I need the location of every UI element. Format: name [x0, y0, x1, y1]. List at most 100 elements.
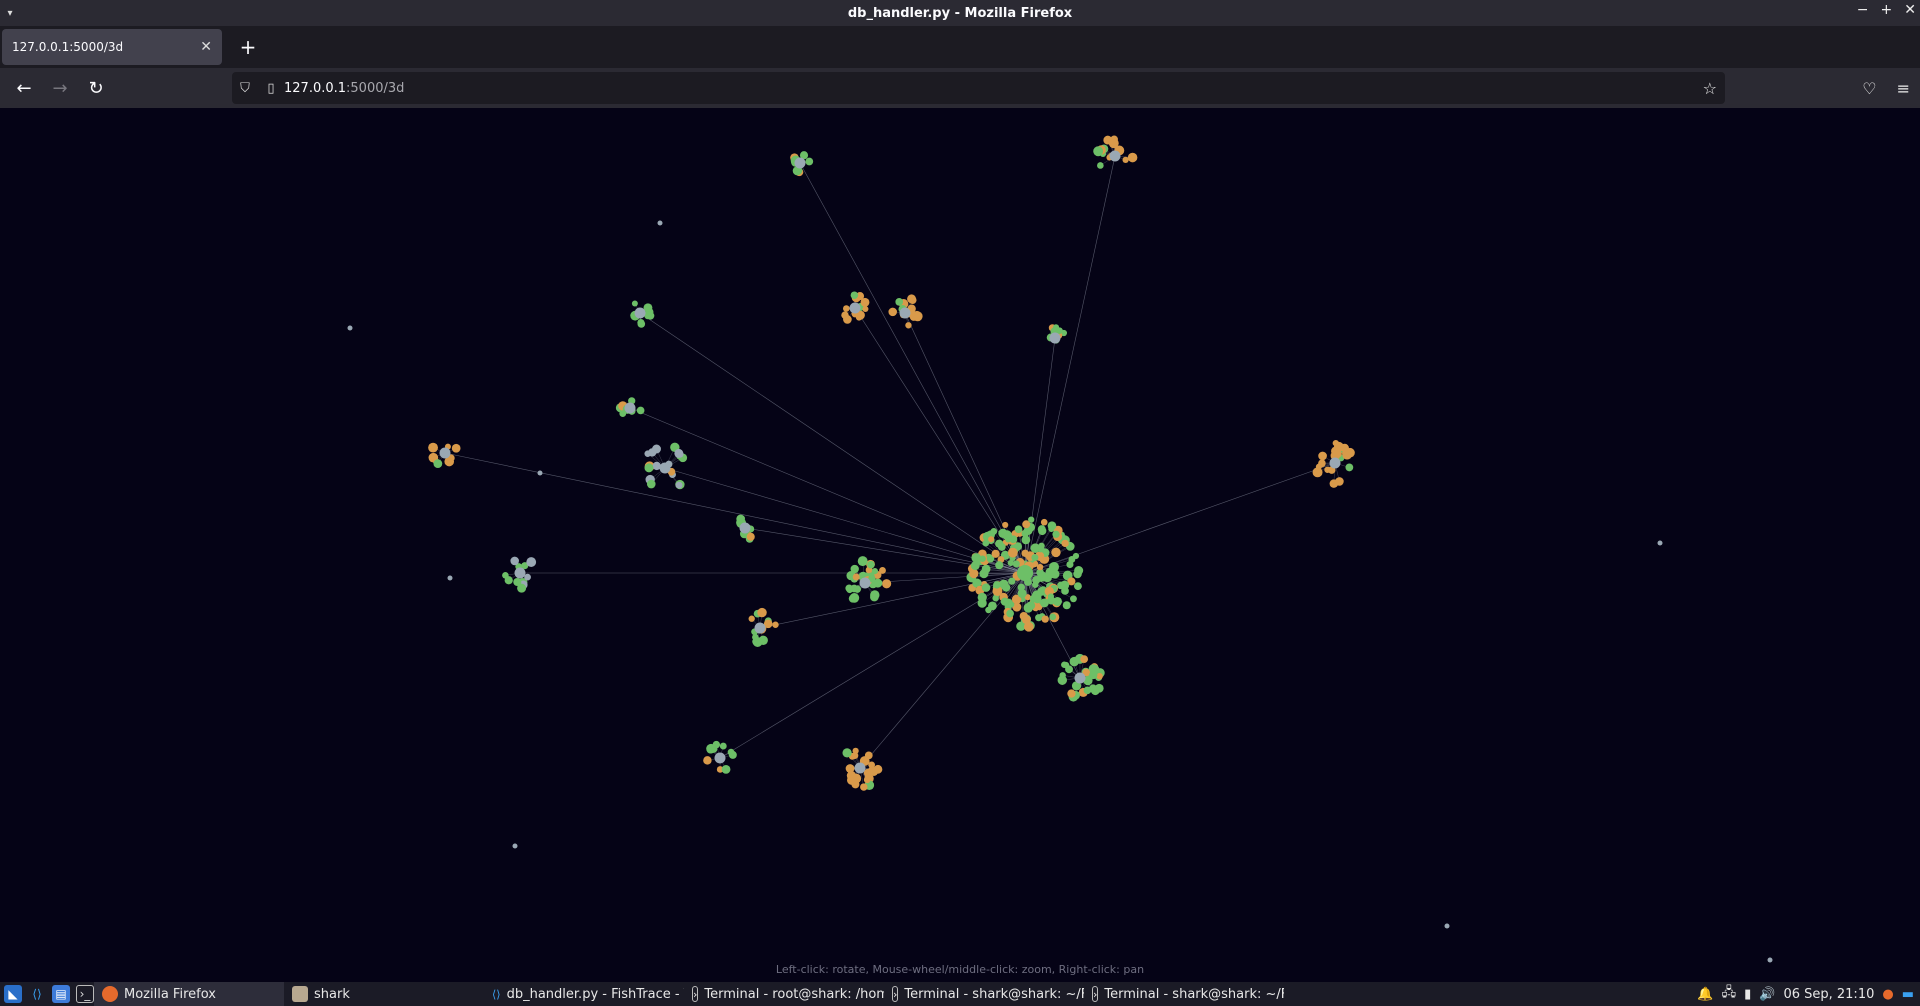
reload-button[interactable]: ↻	[88, 77, 104, 99]
graph-isolated-node	[657, 220, 663, 226]
graph-node	[648, 448, 657, 457]
graph-node	[857, 556, 868, 567]
graph-node	[860, 297, 870, 307]
task-files[interactable]: shark	[284, 982, 484, 1006]
forward-button[interactable]: →	[52, 77, 68, 99]
graph-hub-node	[859, 577, 871, 589]
graph-3d-canvas[interactable]: Left-click: rotate, Mouse-wheel/middle-c…	[0, 108, 1920, 982]
task-terminal-shark-2[interactable]: › Terminal - shark@shark: ~/Fi...	[1084, 982, 1284, 1006]
graph-node	[1070, 595, 1077, 603]
graph-links	[432, 139, 1351, 788]
graph-node	[763, 619, 773, 629]
graph-node	[988, 536, 995, 543]
new-tab-button[interactable]: +	[239, 35, 257, 59]
pocket-icon[interactable]: ♡	[1862, 78, 1877, 98]
graph-node	[1089, 670, 1098, 680]
graph-node	[862, 305, 869, 312]
graph-node	[636, 406, 645, 415]
graph-hub-node	[849, 302, 861, 314]
graph-link	[639, 312, 1026, 574]
graph-isolated-node	[512, 843, 518, 849]
notification-bell-icon[interactable]: 🔔	[1697, 986, 1714, 1002]
battery-icon[interactable]: ▮	[1744, 986, 1752, 1002]
graph-hub-node	[714, 752, 726, 764]
graph-link	[1024, 155, 1116, 574]
graph-link	[719, 572, 1026, 759]
graph-node	[674, 448, 684, 458]
graph-node	[995, 561, 1004, 570]
shield-icon[interactable]: ⛉	[240, 80, 250, 96]
url-bar[interactable]: ⛉ ▯ 127.0.0.1:5000/3d ☆	[232, 72, 1725, 104]
graph-node	[867, 560, 875, 569]
graph-node	[842, 748, 852, 758]
graph-hub-node	[899, 307, 911, 319]
tab-active[interactable]: 127.0.0.1:5000/3d ✕	[2, 29, 222, 65]
graph-node	[977, 592, 987, 603]
app-menu-icon[interactable]: ◣	[4, 985, 22, 1003]
graph-node	[1335, 477, 1344, 486]
terminal-icon: ›	[692, 986, 699, 1002]
page-icon[interactable]: ▯	[267, 80, 275, 96]
graph-node	[510, 556, 519, 566]
graph-node	[646, 479, 656, 489]
graph-node	[1024, 594, 1031, 601]
window-menu-icon[interactable]: ▾	[7, 7, 13, 19]
graph-node	[1011, 594, 1022, 605]
graph-link	[629, 407, 1026, 574]
graph-node	[1071, 681, 1082, 691]
navigation-toolbar: ← → ↻ ⛉ ▯ 127.0.0.1:5000/3d ☆ ♡ ≡	[0, 68, 1920, 108]
task-vscode[interactable]: ⟨⟩ db_handler.py - FishTrace - Vi...	[484, 982, 684, 1006]
graph-link	[664, 467, 1026, 574]
minimize-button[interactable]: −	[1856, 2, 1869, 18]
vscode-launcher-icon[interactable]: ⟨⟩	[32, 987, 42, 1001]
graph-node	[1001, 583, 1011, 592]
graph-node	[1047, 593, 1055, 600]
graph-node	[433, 459, 443, 469]
graph-node	[982, 539, 990, 547]
bookmark-star-icon[interactable]: ☆	[1702, 78, 1717, 98]
graph-node	[716, 766, 724, 773]
tab-close-icon[interactable]: ✕	[200, 39, 212, 55]
graph-node	[863, 768, 873, 778]
hamburger-menu-icon[interactable]: ≡	[1896, 78, 1910, 98]
graph-node	[1318, 451, 1327, 461]
graph-node	[842, 305, 850, 312]
task-terminal-root[interactable]: › Terminal - root@shark: /hom...	[684, 982, 884, 1006]
graph-node	[746, 532, 755, 541]
volume-icon[interactable]: 🔊	[1759, 986, 1776, 1002]
graph-node	[845, 764, 855, 773]
graph-node	[805, 157, 814, 166]
graph-node	[971, 553, 982, 563]
task-firefox[interactable]: Mozilla Firefox	[94, 982, 284, 1006]
graph-node	[1016, 621, 1026, 631]
clock[interactable]: 06 Sep, 21:10	[1783, 986, 1875, 1002]
graph-node	[772, 621, 779, 628]
graph-node	[841, 311, 849, 319]
graph-node	[1061, 587, 1069, 595]
vscode-icon: ⟨⟩	[492, 987, 501, 1001]
graph-node	[1047, 521, 1057, 530]
task-terminal-shark-1[interactable]: › Terminal - shark@shark: ~/Fi...	[884, 982, 1084, 1006]
graph-node	[1012, 560, 1020, 568]
graph-isolated-node	[1444, 923, 1450, 929]
maximize-button[interactable]: +	[1880, 2, 1893, 18]
graph-node	[1032, 576, 1041, 585]
show-desktop-icon[interactable]: ▬	[1901, 986, 1914, 1002]
tab-label: 127.0.0.1:5000/3d	[12, 40, 124, 54]
back-button[interactable]: ←	[16, 77, 32, 99]
graph-hub-node	[514, 567, 526, 579]
graph-node	[1067, 689, 1076, 698]
graph-node	[850, 291, 859, 300]
graph-node	[847, 777, 855, 784]
graph-node	[992, 586, 1003, 596]
terminal-launcher-icon[interactable]: ›_	[76, 985, 94, 1003]
firefox-tray-icon[interactable]: ●	[1882, 986, 1894, 1002]
files-launcher-icon[interactable]: ▤	[52, 985, 70, 1003]
graph-link	[799, 162, 1026, 574]
close-window-button[interactable]: ✕	[1904, 2, 1916, 18]
graph-node	[1072, 552, 1080, 560]
network-icon[interactable]: 🖧	[1721, 985, 1737, 1000]
graph-node	[1096, 672, 1103, 680]
graph-node	[986, 554, 995, 563]
force-graph[interactable]	[0, 108, 1920, 982]
